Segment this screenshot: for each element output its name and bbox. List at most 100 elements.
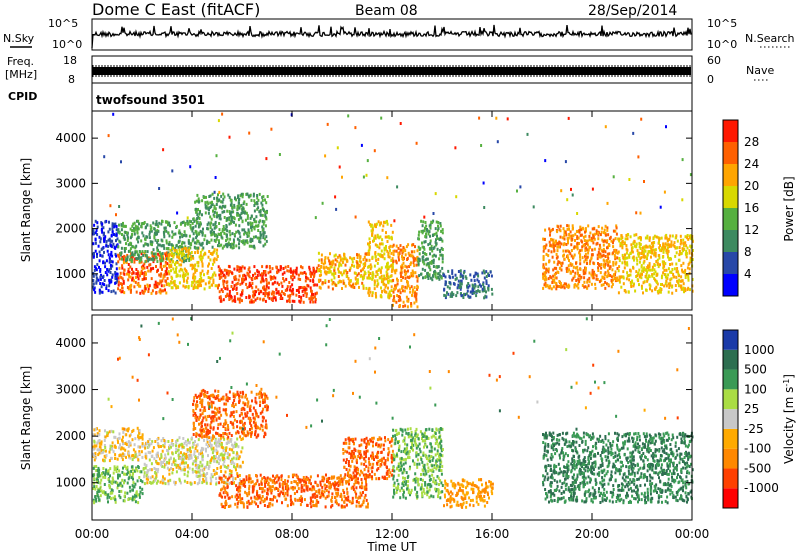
range-cell [424,275,427,279]
range-cell [104,471,107,475]
range-cell [176,261,179,265]
range-cell [157,443,160,447]
range-cell [574,232,577,236]
range-cell [483,206,486,209]
range-cell [166,262,169,266]
range-cell [137,219,140,223]
range-cell [373,236,376,240]
range-cell [683,290,685,294]
range-cell [593,247,596,251]
range-cell [216,284,219,288]
range-cell [292,270,295,274]
range-cell [572,269,574,273]
range-cell [567,224,570,228]
range-cell [155,283,158,287]
range-cell [371,271,374,275]
range-cell [107,269,110,273]
range-cell [613,254,616,258]
range-cell [127,267,130,271]
range-cell [165,267,168,271]
range-cell [100,451,103,455]
range-cell [651,249,654,253]
range-cell [567,236,570,240]
range-cell [98,265,100,269]
range-cell [315,291,318,295]
range-cell [663,247,666,251]
range-cell [245,202,248,206]
range-cell [243,211,246,215]
range-cell [232,243,235,247]
cpid-program: twofsound 3501 [96,93,205,107]
range-cell [594,286,597,290]
range-cell [597,266,600,270]
range-cell [133,485,136,489]
range-cell [298,295,301,298]
range-cell [198,255,201,259]
range-cell [263,400,266,404]
range-cell [121,438,123,442]
range-cell [164,256,167,260]
range-cell [433,269,436,273]
range-cell [114,497,117,501]
range-cell [373,239,375,243]
range-cell [217,193,219,197]
range-cell [153,252,155,256]
range-cell [665,249,668,252]
range-cell [441,254,444,258]
range-cell [140,470,143,474]
range-cell [584,252,587,256]
range-cell [234,223,237,227]
range-cell [451,275,454,279]
range-cell [207,445,210,449]
range-cell [195,241,198,245]
range-cell [170,286,173,290]
range-cell [362,284,365,288]
range-cell [184,245,187,249]
range-cell [356,280,359,284]
range-cell [625,244,628,248]
range-cell [216,196,219,200]
range-cell [195,280,198,284]
range-cell [228,218,231,222]
range-cell [211,252,214,256]
range-cell [451,294,454,298]
range-cell [620,285,623,289]
range-cell [665,236,668,240]
range-cell [255,201,258,205]
range-cell [157,239,160,242]
range-cell [483,288,486,292]
range-cell [312,293,315,296]
range-cell [232,210,235,214]
range-cell [123,464,126,468]
range-cell [254,235,257,239]
range-cell [280,294,283,298]
range-cell [145,441,148,445]
range-cell [150,267,153,271]
range-cell [221,271,224,275]
range-cell [411,290,414,294]
range-cell [632,131,635,135]
range-cell [659,287,662,290]
range-cell [96,491,99,494]
range-cell [439,222,442,225]
range-cell [559,224,562,228]
range-cell [121,257,123,261]
range-cell [429,276,432,280]
range-cell [675,262,678,266]
range-cell [146,481,149,485]
range-cell [431,249,434,253]
range-cell [270,292,273,296]
range-cell [682,261,685,265]
range-cell [566,224,569,228]
range-cell [126,467,129,471]
range-cell [571,224,574,228]
range-cell [383,257,386,261]
range-cell [132,245,135,249]
range-cell [141,480,144,484]
range-cell [201,199,204,203]
range-cell [308,267,311,271]
range-cell [97,244,100,248]
range-cell [347,277,350,281]
range-cell [376,235,379,239]
range-cell [195,236,198,240]
